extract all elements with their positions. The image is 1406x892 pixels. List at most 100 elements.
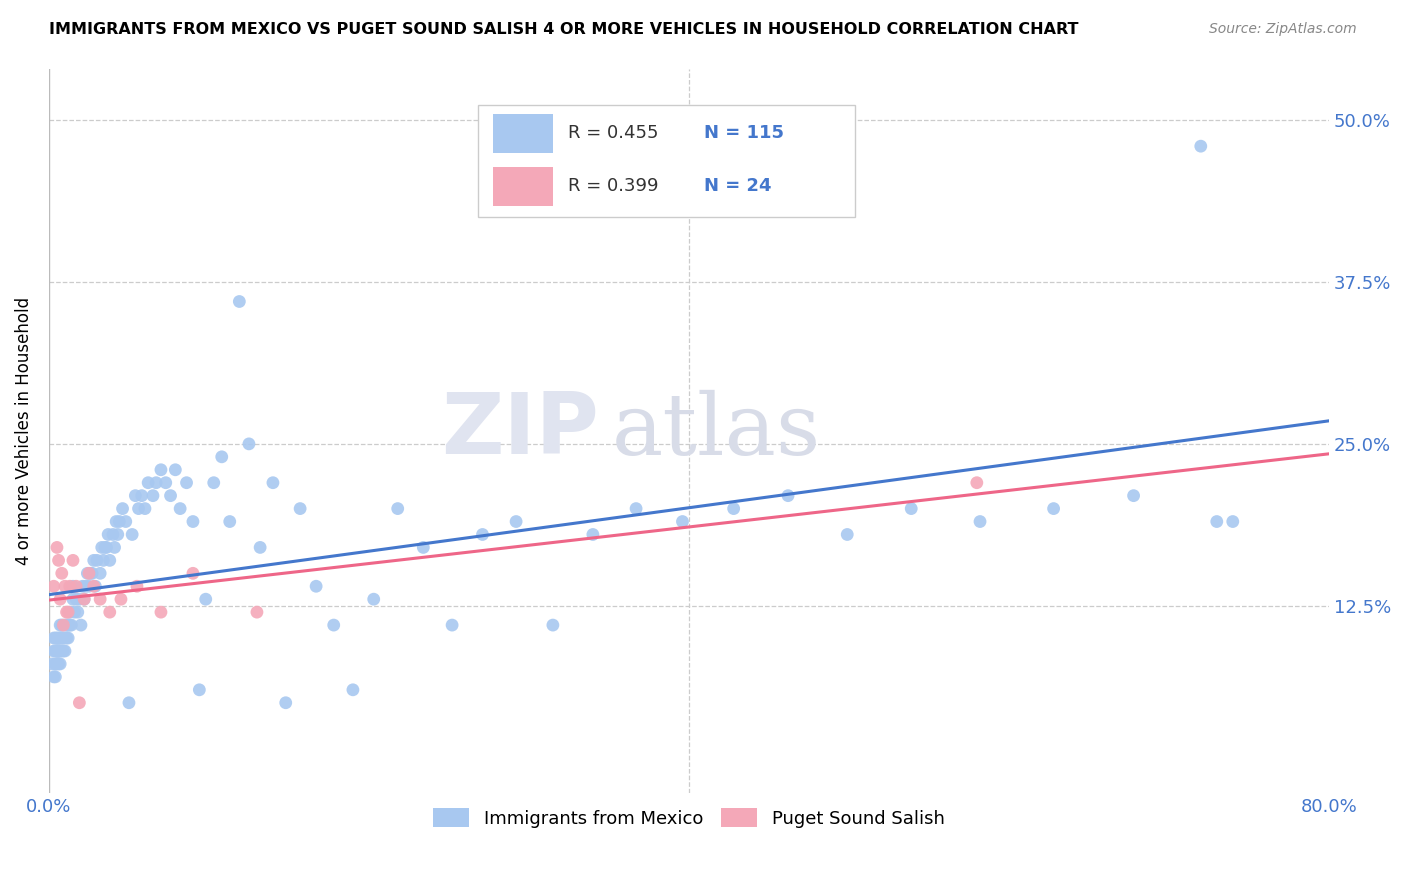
Point bbox=[46, 644, 69, 658]
Point bbox=[62, 579, 84, 593]
Point bbox=[42, 644, 65, 658]
Point bbox=[249, 541, 271, 555]
Point bbox=[56, 605, 79, 619]
Point bbox=[44, 644, 66, 658]
Point bbox=[110, 592, 132, 607]
Point bbox=[76, 566, 98, 581]
Point bbox=[42, 631, 65, 645]
Point bbox=[90, 541, 112, 555]
Point bbox=[1205, 515, 1227, 529]
Point bbox=[53, 579, 76, 593]
Point bbox=[274, 696, 297, 710]
Point bbox=[969, 515, 991, 529]
Point bbox=[111, 501, 134, 516]
Point bbox=[149, 605, 172, 619]
Point bbox=[181, 515, 204, 529]
Text: atlas: atlas bbox=[612, 389, 821, 473]
Point bbox=[134, 501, 156, 516]
Point bbox=[176, 475, 198, 490]
Point bbox=[181, 566, 204, 581]
Point bbox=[83, 553, 105, 567]
Point bbox=[51, 631, 73, 645]
Point bbox=[108, 515, 131, 529]
Point bbox=[63, 605, 86, 619]
Point bbox=[48, 644, 70, 658]
Point bbox=[188, 682, 211, 697]
Point bbox=[59, 579, 82, 593]
Point bbox=[52, 644, 75, 658]
Point bbox=[288, 501, 311, 516]
Point bbox=[59, 605, 82, 619]
Point bbox=[238, 437, 260, 451]
Point bbox=[305, 579, 328, 593]
Point bbox=[89, 566, 111, 581]
Point bbox=[52, 631, 75, 645]
Point bbox=[46, 631, 69, 645]
Point bbox=[363, 592, 385, 607]
Point bbox=[121, 527, 143, 541]
Point bbox=[900, 501, 922, 516]
Point bbox=[79, 566, 101, 581]
Point bbox=[107, 527, 129, 541]
Point bbox=[52, 618, 75, 632]
Point bbox=[66, 605, 89, 619]
Point bbox=[62, 553, 84, 567]
Point bbox=[77, 579, 100, 593]
Point bbox=[101, 527, 124, 541]
Text: Source: ZipAtlas.com: Source: ZipAtlas.com bbox=[1209, 22, 1357, 37]
Point bbox=[169, 501, 191, 516]
Point bbox=[86, 553, 108, 567]
Point bbox=[218, 515, 240, 529]
Point bbox=[73, 592, 96, 607]
Point bbox=[59, 618, 82, 632]
Point bbox=[211, 450, 233, 464]
Point bbox=[51, 566, 73, 581]
Point bbox=[49, 657, 72, 671]
Point bbox=[51, 618, 73, 632]
Point bbox=[70, 618, 93, 632]
Y-axis label: 4 or more Vehicles in Household: 4 or more Vehicles in Household bbox=[15, 297, 32, 565]
Point bbox=[582, 527, 605, 541]
Point bbox=[56, 631, 79, 645]
Point bbox=[131, 489, 153, 503]
Point bbox=[42, 670, 65, 684]
Point bbox=[97, 527, 120, 541]
Point bbox=[62, 592, 84, 607]
Point bbox=[55, 631, 77, 645]
Point bbox=[165, 463, 187, 477]
Point bbox=[1222, 515, 1244, 529]
Point bbox=[82, 566, 104, 581]
Text: ZIP: ZIP bbox=[441, 390, 599, 473]
Point bbox=[149, 463, 172, 477]
Point bbox=[49, 592, 72, 607]
Point bbox=[1042, 501, 1064, 516]
Point bbox=[42, 579, 65, 593]
Point bbox=[1189, 139, 1212, 153]
Point bbox=[145, 475, 167, 490]
Point bbox=[65, 592, 87, 607]
Point bbox=[246, 605, 269, 619]
Point bbox=[505, 515, 527, 529]
Point bbox=[94, 541, 117, 555]
Point bbox=[202, 475, 225, 490]
Point bbox=[83, 579, 105, 593]
Point bbox=[55, 605, 77, 619]
Point bbox=[136, 475, 159, 490]
Point bbox=[93, 553, 115, 567]
Point bbox=[55, 618, 77, 632]
Point bbox=[723, 501, 745, 516]
Point bbox=[262, 475, 284, 490]
Point bbox=[48, 631, 70, 645]
Point bbox=[67, 592, 90, 607]
Point bbox=[49, 631, 72, 645]
Point bbox=[49, 644, 72, 658]
Point bbox=[118, 696, 141, 710]
Point bbox=[48, 644, 70, 658]
Point bbox=[142, 489, 165, 503]
Point bbox=[342, 682, 364, 697]
Point bbox=[67, 696, 90, 710]
Point bbox=[412, 541, 434, 555]
Point bbox=[73, 592, 96, 607]
Point bbox=[105, 515, 128, 529]
Point bbox=[41, 657, 63, 671]
